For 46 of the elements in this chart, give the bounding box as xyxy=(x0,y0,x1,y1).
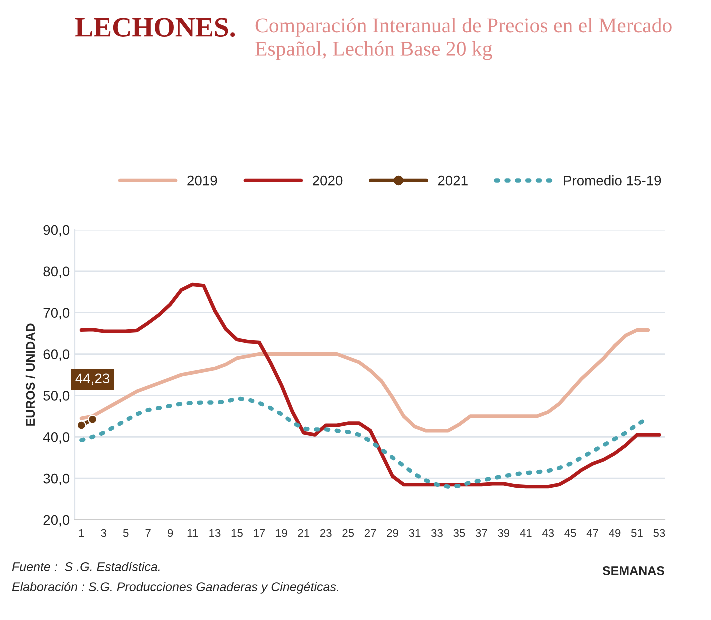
legend-label: Promedio 15-19 xyxy=(564,176,662,186)
source-note: Fuente : S .G. Estadística. xyxy=(12,562,160,572)
x-tick-label: 19 xyxy=(276,529,288,538)
x-tick-label: 15 xyxy=(232,529,243,538)
y-tick-label: 50,0 xyxy=(44,391,70,403)
legend-label: 2019 xyxy=(188,176,218,186)
x-tick-label: 35 xyxy=(454,529,466,538)
y-axis-title: EUROS / UNIDAD xyxy=(26,324,36,426)
x-tick-label: 45 xyxy=(564,529,576,538)
x-tick-label: 31 xyxy=(409,529,421,538)
x-tick-label: 23 xyxy=(320,529,332,538)
x-tick-label: 33 xyxy=(431,529,443,538)
y-tick-label: 20,0 xyxy=(44,515,70,527)
x-tick-label: 1 xyxy=(79,529,84,538)
x-tick-label: 25 xyxy=(342,529,354,538)
x-tick-label: 5 xyxy=(123,529,129,538)
x-tick-label: 3 xyxy=(101,529,106,538)
x-tick-label: 39 xyxy=(498,529,510,538)
y-tick-label: 70,0 xyxy=(44,308,70,320)
y-tick-label: 60,0 xyxy=(44,350,70,362)
chart-subtitle: Comparación Interanual de Precios en el Mercado Español, Lechón Base 20 kg xyxy=(256,18,672,60)
x-tick-label: 49 xyxy=(609,529,621,538)
y-tick-label: 90,0 xyxy=(44,225,70,237)
x-axis-title: SEMANAS xyxy=(602,566,665,576)
x-tick-label: 27 xyxy=(364,529,376,538)
x-tick-label: 37 xyxy=(476,529,488,538)
x-tick-label: 13 xyxy=(210,529,221,538)
x-tick-label: 47 xyxy=(586,529,598,538)
text: Elaboración : S.G. Producciones Ganaderas y Cinegéticas. xyxy=(12,582,338,594)
x-tick-label: 7 xyxy=(146,529,151,538)
y-tick-label: 30,0 xyxy=(44,474,70,486)
x-tick-label: 43 xyxy=(542,529,554,538)
data-label: 44,23 xyxy=(76,374,110,386)
y-tick-label: 80,0 xyxy=(44,266,70,278)
x-tick-label: 9 xyxy=(168,529,174,538)
x-tick-label: 53 xyxy=(654,529,666,538)
x-tick-label: 17 xyxy=(254,529,266,538)
legend-label: 2021 xyxy=(438,176,468,186)
legend-label: 2020 xyxy=(313,176,343,186)
x-tick-label: 11 xyxy=(188,529,198,538)
x-tick-label: 21 xyxy=(298,529,310,538)
y-tick-label: 40,0 xyxy=(43,432,70,444)
x-tick-label: 29 xyxy=(387,529,398,538)
x-tick-label: 41 xyxy=(520,529,532,538)
x-tick-label: 51 xyxy=(631,529,643,538)
chart-title: LECHONES. xyxy=(75,18,236,38)
